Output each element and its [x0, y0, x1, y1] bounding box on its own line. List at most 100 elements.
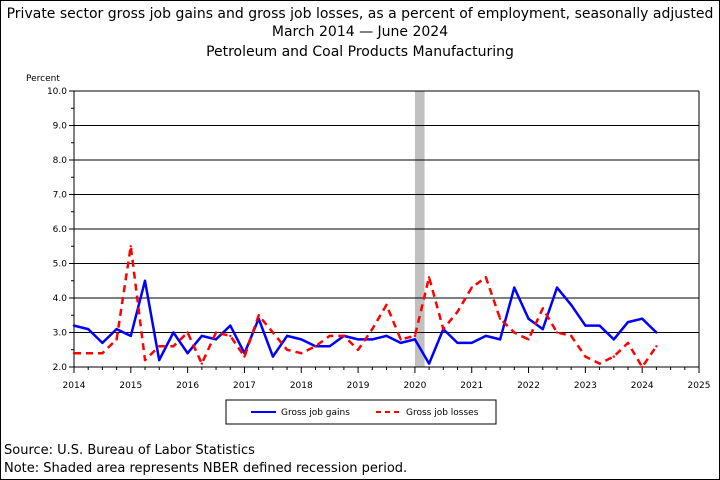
job-losses-point [172, 345, 175, 348]
job-gains-point [413, 338, 417, 341]
job-losses-point [271, 331, 275, 334]
y-tick-label: 3.0 [53, 329, 68, 339]
job-losses-point [612, 355, 615, 358]
job-gains-point [598, 324, 601, 327]
job-gains-point [584, 324, 587, 327]
x-tick-label: 2017 [233, 381, 256, 391]
job-gains-point [115, 327, 118, 331]
job-gains-point [484, 334, 488, 338]
job-gains-point [229, 324, 232, 327]
job-losses-point [413, 334, 417, 338]
chart-title-line3: Petroleum and Coal Products Manufacturin… [206, 44, 514, 60]
job-losses-point [484, 276, 488, 279]
job-gains-point [87, 327, 90, 331]
chart-title-line2: March 2014 — June 2024 [272, 24, 448, 40]
job-losses-point [442, 327, 445, 331]
job-gains-point [285, 334, 289, 338]
job-losses-point [101, 352, 104, 355]
job-losses-point [470, 286, 473, 289]
job-gains-point [72, 324, 76, 327]
job-gains-point [456, 341, 459, 345]
job-losses-point [598, 362, 601, 365]
x-tick-label: 2015 [119, 381, 142, 391]
job-losses-point [285, 348, 289, 351]
job-losses-point [655, 345, 658, 348]
job-gains-point [498, 338, 502, 341]
job-losses-point [243, 355, 246, 358]
job-losses-point [300, 352, 303, 355]
job-losses-point [498, 317, 502, 320]
x-tick-label: 2023 [574, 381, 597, 391]
job-losses-point [87, 352, 90, 355]
y-tick-label: 2.0 [53, 363, 68, 373]
job-losses-point [570, 334, 573, 338]
x-tick-label: 2014 [63, 381, 86, 391]
x-tick-label: 2021 [460, 381, 483, 391]
job-losses-point [158, 345, 161, 348]
job-gains-point [328, 345, 331, 348]
job-losses-point [328, 334, 331, 338]
job-losses-point [371, 327, 374, 331]
y-tick-label: 4.0 [53, 294, 68, 304]
legend-label-losses: Gross job losses [406, 408, 479, 418]
job-gains-point [143, 279, 147, 282]
source-note: Source: U.S. Bureau of Labor Statistics [4, 443, 255, 458]
job-losses-point [314, 345, 317, 348]
job-gains-point [513, 286, 516, 289]
job-gains-point [655, 331, 658, 334]
job-losses-point [555, 331, 559, 334]
y-axis-label: Percent [26, 74, 60, 84]
job-losses-point [626, 341, 630, 345]
job-losses-point [456, 310, 459, 313]
recession-note: Note: Shaded area represents NBER define… [4, 461, 407, 476]
job-gains-point [129, 334, 132, 338]
job-gains-point [612, 338, 615, 341]
job-losses-point [214, 331, 218, 334]
job-losses-point [229, 334, 232, 338]
job-gains-point [371, 338, 374, 341]
job-gains-point [555, 286, 559, 289]
series-line-job-losses [74, 245, 658, 369]
job-losses-point [584, 355, 587, 358]
job-gains-point [214, 338, 218, 341]
job-losses-point [513, 331, 516, 334]
job-losses-point [186, 331, 189, 334]
x-tick-label: 2022 [517, 381, 540, 391]
x-tick-label: 2025 [688, 381, 711, 391]
job-gains-point [271, 355, 275, 358]
job-gains-point [300, 338, 303, 341]
job-gains-point [470, 341, 473, 345]
job-losses-point [115, 338, 118, 341]
job-losses-point [527, 338, 530, 341]
y-tick-label: 5.0 [53, 260, 68, 270]
job-losses-point [143, 358, 147, 362]
y-tick-label: 7.0 [53, 191, 68, 201]
job-gains-point [541, 327, 544, 331]
y-tick-label: 8.0 [53, 156, 68, 166]
job-gains-point [427, 362, 431, 365]
x-tick-label: 2019 [347, 381, 370, 391]
job-gains-point [570, 303, 573, 307]
job-losses-point [641, 365, 644, 369]
x-tick-label: 2018 [290, 381, 313, 391]
job-gains-point [626, 320, 630, 324]
x-tick-label: 2016 [176, 381, 199, 391]
legend-box [225, 399, 497, 425]
job-gains-point [399, 341, 402, 345]
series-line-job-gains [73, 279, 658, 365]
job-gains-point [527, 317, 530, 320]
job-gains-point [172, 331, 175, 334]
job-gains-point [186, 352, 189, 355]
x-tick-label: 2020 [403, 381, 426, 391]
job-gains-point [641, 317, 644, 320]
job-losses-point [129, 245, 132, 248]
job-losses-point [399, 338, 402, 341]
job-gains-point [385, 334, 388, 338]
job-losses-point [427, 276, 431, 279]
legend-label-gains: Gross job gains [281, 408, 350, 418]
job-losses-point [257, 314, 260, 317]
y-tick-label: 9.0 [53, 122, 68, 132]
job-losses-point [541, 307, 544, 310]
